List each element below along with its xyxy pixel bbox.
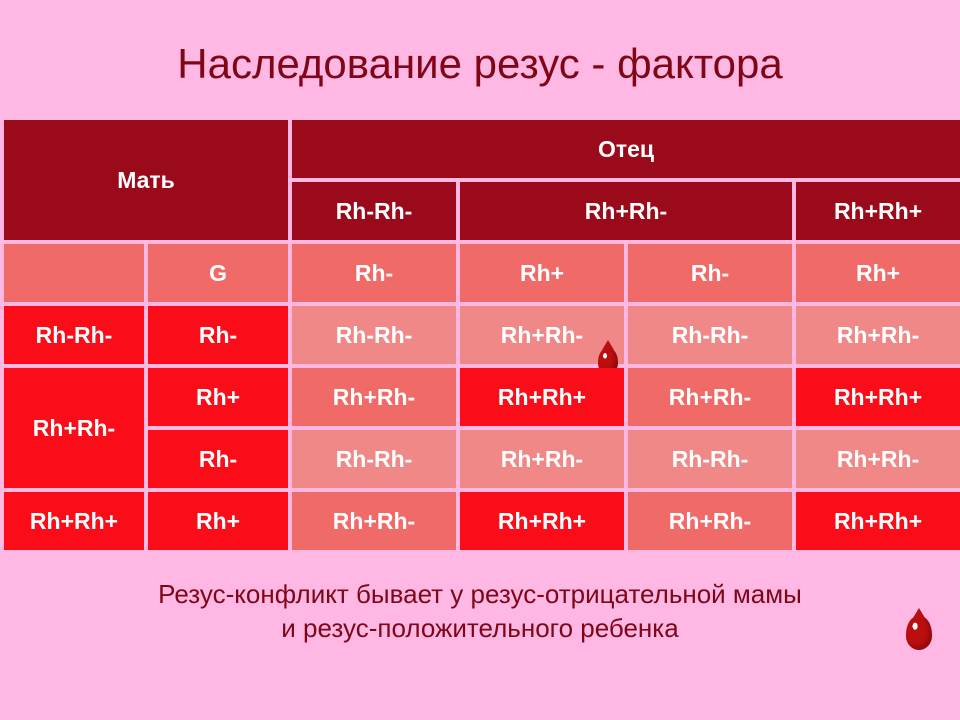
table-cell: Rh+Rh+ [794,180,960,242]
table-cell: Rh- [146,428,290,490]
table-cell: Rh+Rh+ [794,366,960,428]
table-cell: Rh+Rh+ [458,366,626,428]
table-cell: Rh-Rh- [290,304,458,366]
table-cell: Rh+Rh+ [2,490,146,552]
footnote-wrap: Резус-конфликт бывает у резус-отрицатель… [0,554,960,646]
table-cell: Rh+ [794,242,960,304]
table-cell: Rh- [626,242,794,304]
table-cell: Rh+Rh+ [458,490,626,552]
table-cell: Отец [290,118,960,180]
table-cell: Rh-Rh- [290,180,458,242]
table-cell: Rh+ [146,366,290,428]
footnote-line1: Резус-конфликт бывает у резус-отрицатель… [158,579,802,609]
table-cell [2,242,146,304]
table-cell: Мать [2,118,290,242]
page-title: Наследование резус - фактора [0,0,960,116]
table-cell: Rh+Rh- [2,366,146,490]
inheritance-table: МатьОтецRh-Rh-Rh+Rh-Rh+Rh+GRh-Rh+Rh-Rh+R… [0,116,960,554]
table-cell: Rh+ [458,242,626,304]
table-cell: Rh+Rh- [626,366,794,428]
table-cell: Rh+Rh- [458,304,626,366]
table-cell: Rh+ [146,490,290,552]
table-cell: Rh+Rh- [290,366,458,428]
table-cell: Rh- [146,304,290,366]
table-cell: Rh+Rh- [458,428,626,490]
table-cell: Rh+Rh+ [794,490,960,552]
table-cell: Rh-Rh- [2,304,146,366]
table-cell: Rh-Rh- [626,304,794,366]
blood-drop-icon [906,616,932,650]
table-cell: Rh- [290,242,458,304]
table-cell: Rh-Rh- [290,428,458,490]
table-cell: Rh-Rh- [626,428,794,490]
table-cell: Rh+Rh- [794,428,960,490]
footnote: Резус-конфликт бывает у резус-отрицатель… [0,554,960,646]
table-cell: Rh+Rh- [458,180,794,242]
table-cell: Rh+Rh- [290,490,458,552]
table-cell: Rh+Rh- [794,304,960,366]
table-cell: G [146,242,290,304]
table-cell: Rh+Rh- [626,490,794,552]
footnote-line2: и резус-положительного ребенка [281,613,678,643]
